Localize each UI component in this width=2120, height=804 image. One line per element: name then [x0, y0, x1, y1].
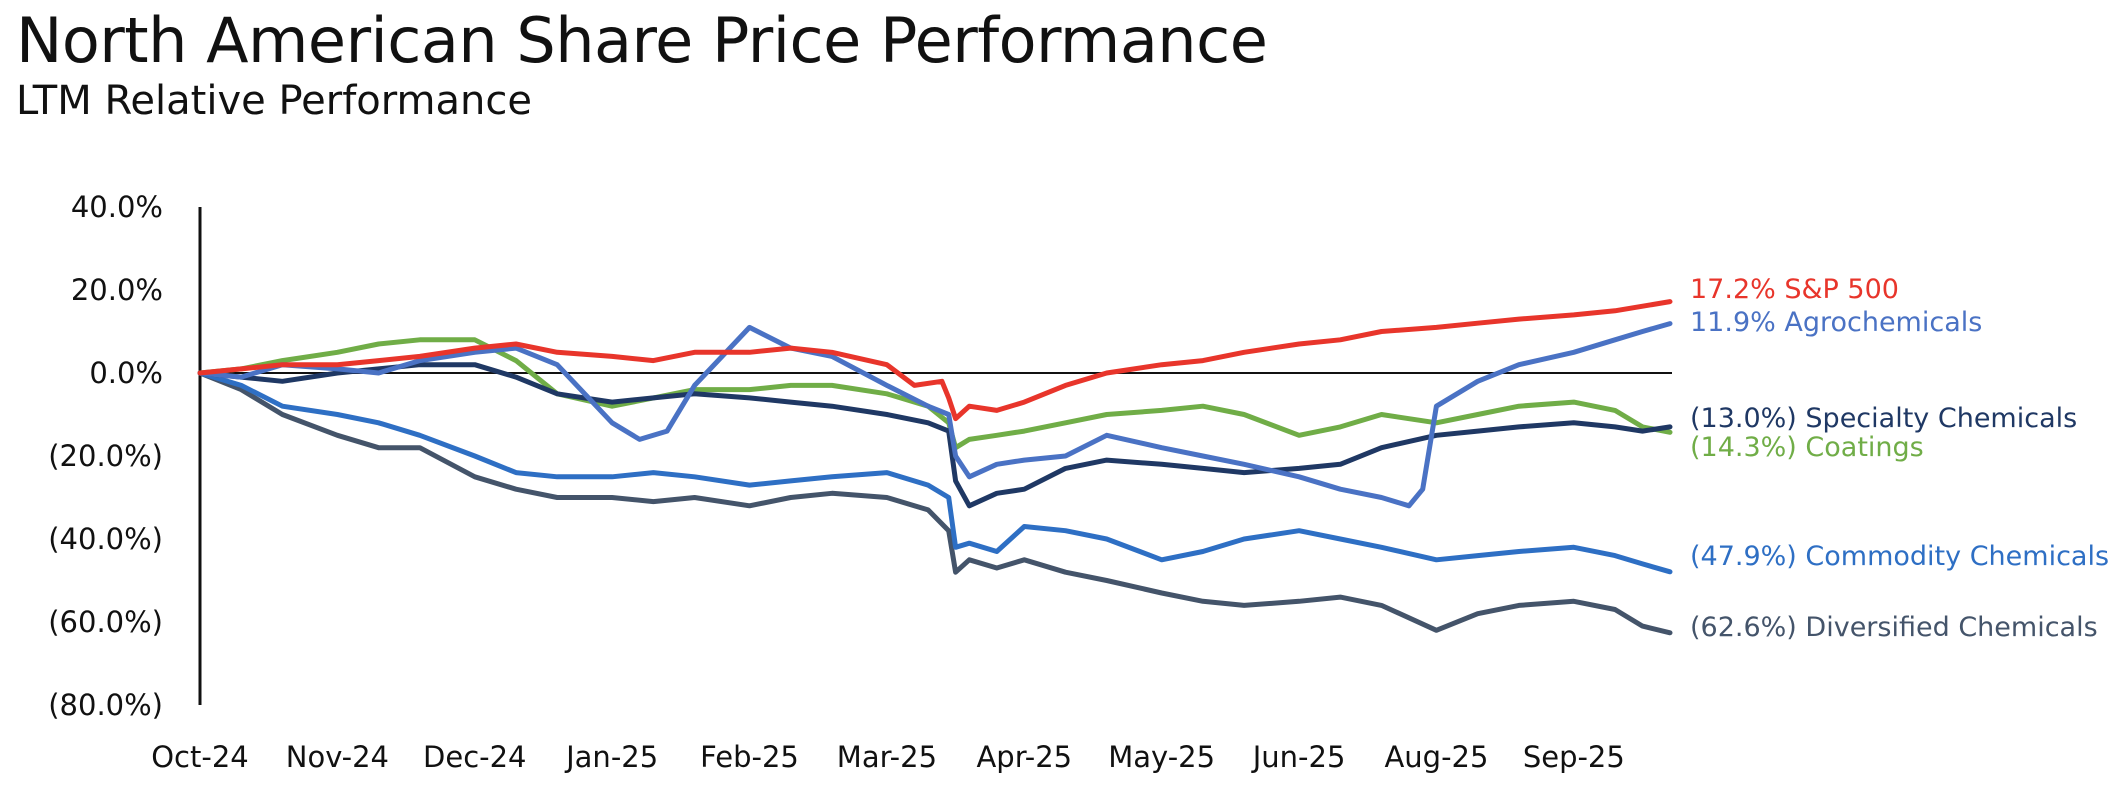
x-tick-label: Nov-24 — [286, 740, 389, 774]
y-tick-label: 40.0% — [71, 190, 163, 224]
chart-subtitle: LTM Relative Performance — [16, 78, 532, 124]
chart-axes: 40.0% 20.0% 0.0% (20.0%) (40.0%) (60.0%) (80.0… — [48, 190, 1672, 774]
series-line-specialty-chemicals — [197, 362, 1673, 509]
chart-title: North American Share Price Performance — [16, 4, 1268, 77]
series-line-diversified-chemicals — [197, 370, 1673, 636]
y-tick-label: (40.0%) — [48, 522, 163, 556]
x-tick-label: May-25 — [1108, 740, 1215, 774]
y-tick-label: (60.0%) — [48, 605, 163, 639]
legend-label-coatings: (14.3%) Coatings — [1690, 432, 1924, 463]
series-line-s-p-500 — [197, 299, 1673, 422]
legend-label-agrochemicals: 11.9% Agrochemicals — [1690, 307, 1982, 338]
y-tick-label: (20.0%) — [48, 439, 163, 473]
x-tick-label: Feb-25 — [700, 740, 799, 774]
legend-label-specialty-chemicals: (13.0%) Specialty Chemicals — [1690, 403, 2077, 434]
y-tick-label: 20.0% — [71, 273, 163, 307]
series-lines — [197, 299, 1673, 636]
legend-label-commodity-chemicals: (47.9%) Commodity Chemicals — [1690, 541, 2109, 572]
x-tick-label: Oct-24 — [151, 740, 249, 774]
legend-label-diversified-chemicals: (62.6%) Diversified Chemicals — [1690, 612, 2098, 643]
x-tick-label: Jan-25 — [564, 740, 658, 774]
series-line-commodity-chemicals — [197, 370, 1673, 575]
x-tick-label: Aug-25 — [1384, 740, 1488, 774]
x-tick-label: Mar-25 — [837, 740, 937, 774]
x-tick-label: Sep-25 — [1523, 740, 1625, 774]
legend-label-s-p-500: 17.2% S&P 500 — [1690, 274, 1899, 305]
series-line-agrochemicals — [197, 321, 1673, 509]
y-tick-label: 0.0% — [89, 356, 163, 390]
x-tick-label: Apr-25 — [976, 740, 1072, 774]
y-tick-label: (80.0%) — [48, 688, 163, 722]
x-tick-label: Dec-24 — [423, 740, 526, 774]
x-tick-label: Jun-25 — [1251, 740, 1346, 774]
